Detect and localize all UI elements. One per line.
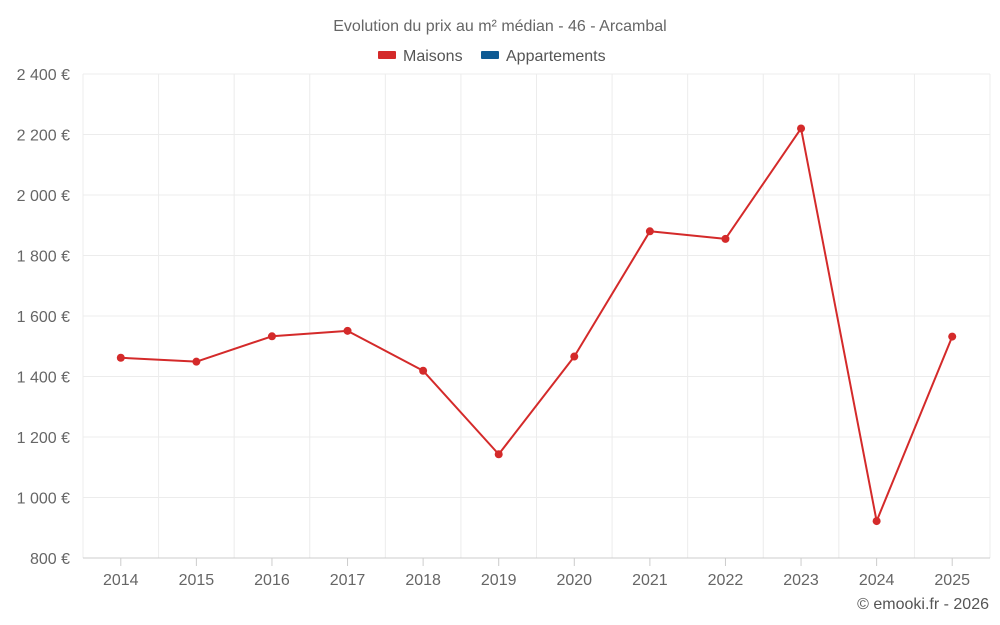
y-tick-label: 2 400 €	[17, 67, 70, 84]
data-point-maisons-2016[interactable]	[267, 332, 276, 341]
legend: Maisons Appartements	[378, 48, 606, 65]
y-tick-label: 1 000 €	[17, 491, 70, 508]
data-point-maisons-2020[interactable]	[570, 352, 579, 361]
legend-label-maisons: Maisons	[403, 48, 463, 65]
grid	[82, 73, 991, 558]
x-tick-label: 2024	[859, 572, 895, 589]
data-point-maisons-2014[interactable]	[116, 353, 125, 362]
y-tick-label: 1 200 €	[17, 430, 70, 447]
legend-swatch-maisons	[378, 51, 396, 59]
y-tick-label: 1 600 €	[17, 309, 70, 326]
data-point-maisons-2019[interactable]	[494, 450, 503, 459]
data-point-maisons-2018[interactable]	[419, 366, 428, 375]
y-tick-label: 1 800 €	[17, 249, 70, 266]
x-tick-label: 2014	[103, 572, 139, 589]
x-tick-label: 2021	[632, 572, 668, 589]
data-point-maisons-2025[interactable]	[948, 332, 957, 341]
x-tick-label: 2015	[179, 572, 215, 589]
x-tick-label: 2019	[481, 572, 517, 589]
series-line-maisons	[120, 127, 954, 523]
x-tick-label: 2016	[254, 572, 290, 589]
data-point-maisons-2021[interactable]	[645, 227, 654, 236]
data-point-maisons-2024[interactable]	[872, 517, 881, 526]
legend-item-appartements[interactable]: Appartements	[481, 48, 606, 65]
data-point-maisons-2015[interactable]	[192, 357, 201, 366]
credit[interactable]: © emooki.fr - 2026	[857, 596, 989, 613]
data-point-maisons-2022[interactable]	[721, 234, 730, 243]
x-tick-label: 2023	[783, 572, 819, 589]
x-tick-label: 2025	[934, 572, 970, 589]
chart-title: Evolution du prix au m² médian - 46 - Ar…	[333, 18, 666, 35]
y-axis: 2 400 € 2 200 € 2 000 € 1 800 € 1 600 € 1 400…	[17, 67, 70, 568]
x-tick-label: 2020	[556, 572, 592, 589]
x-tick-label: 2017	[330, 572, 366, 589]
series-maisons	[116, 124, 957, 526]
x-axis: 2014 2015 2016 2017 2018 2019 2020 2021 2022 2023…	[83, 557, 990, 589]
legend-swatch-appartements	[481, 51, 499, 59]
y-tick-label: 2 200 €	[17, 128, 70, 145]
y-tick-label: 2 000 €	[17, 188, 70, 205]
x-tick-label: 2018	[405, 572, 441, 589]
legend-label-appartements: Appartements	[506, 48, 606, 65]
legend-item-maisons[interactable]: Maisons	[378, 48, 463, 65]
y-tick-label: 1 400 €	[17, 370, 70, 387]
x-tick-label: 2022	[708, 572, 744, 589]
data-point-maisons-2023[interactable]	[797, 124, 806, 133]
data-point-maisons-2017[interactable]	[343, 326, 352, 335]
y-tick-label: 800 €	[30, 551, 70, 568]
